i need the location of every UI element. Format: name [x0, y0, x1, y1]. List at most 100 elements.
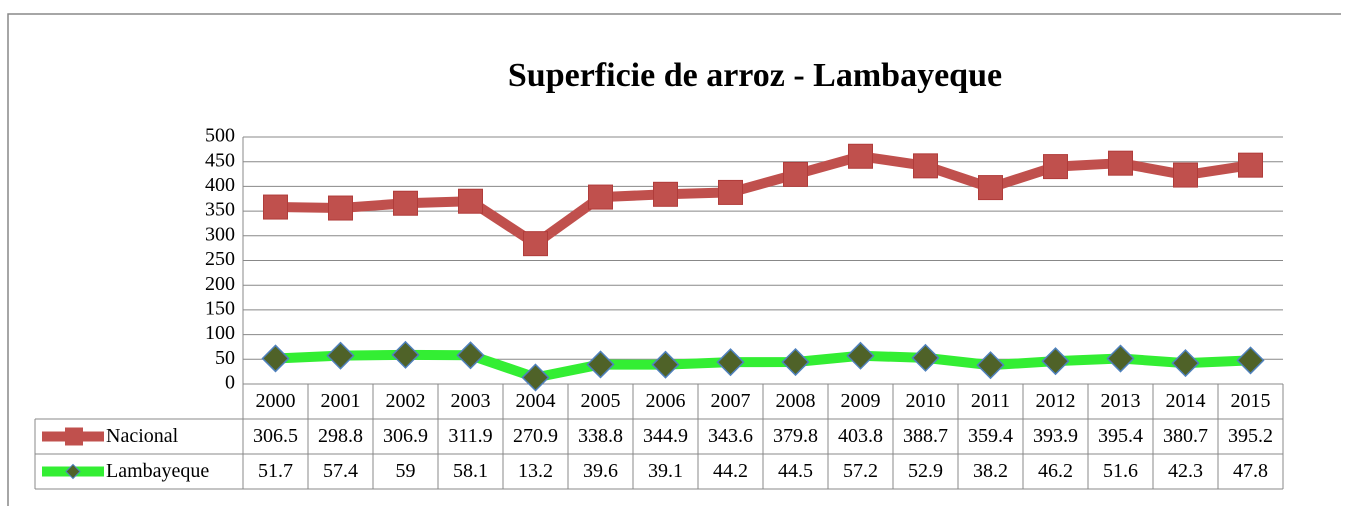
table-value: 52.9	[908, 460, 943, 482]
marker	[263, 194, 288, 220]
x-tick-label: 2003	[451, 390, 491, 412]
chart-title: Superficie de arroz - Lambayeque	[508, 57, 1002, 94]
marker	[1043, 154, 1068, 180]
x-tick-label: 2002	[386, 390, 426, 412]
table-value: 57.4	[323, 460, 358, 482]
table-value: 344.9	[643, 425, 688, 447]
marker	[523, 231, 548, 257]
marker	[328, 195, 353, 221]
table-value: 338.8	[578, 425, 623, 447]
y-tick-label: 500	[205, 125, 235, 147]
table-value: 13.2	[518, 460, 553, 482]
marker	[848, 143, 873, 169]
legend-label: Lambayeque	[106, 460, 209, 482]
table-value: 39.1	[648, 460, 683, 482]
marker	[913, 153, 938, 179]
legend-marker	[65, 427, 83, 446]
chart-border	[7, 13, 1341, 506]
x-tick-label: 2011	[971, 390, 1010, 412]
table-value: 59	[396, 460, 416, 482]
table-value: 306.9	[383, 425, 428, 447]
table-value: 51.6	[1103, 460, 1138, 482]
marker	[1106, 344, 1135, 373]
marker	[718, 179, 743, 205]
table-value: 393.9	[1033, 425, 1078, 447]
table-value: 298.8	[318, 425, 363, 447]
marker	[326, 341, 355, 370]
x-tick-label: 2007	[711, 390, 751, 412]
x-tick-label: 2009	[841, 390, 881, 412]
x-tick-label: 2012	[1036, 390, 1076, 412]
table-value: 306.5	[253, 425, 298, 447]
x-tick-label: 2004	[516, 390, 556, 412]
x-tick-label: 2013	[1101, 390, 1141, 412]
table-value: 46.2	[1038, 460, 1073, 482]
marker	[456, 341, 485, 370]
marker	[1108, 150, 1133, 176]
legend-marker	[65, 463, 81, 480]
marker	[1041, 347, 1070, 376]
marker	[911, 343, 940, 372]
y-tick-label: 200	[205, 273, 235, 295]
marker	[261, 344, 290, 373]
marker	[1238, 152, 1263, 178]
marker	[653, 181, 678, 207]
marker	[586, 350, 615, 379]
table-value: 388.7	[903, 425, 948, 447]
y-tick-label: 0	[225, 372, 235, 394]
table-value: 57.2	[843, 460, 878, 482]
marker	[783, 161, 808, 187]
marker	[976, 351, 1005, 380]
table-value: 44.2	[713, 460, 748, 482]
marker	[846, 341, 875, 370]
marker	[1236, 346, 1265, 375]
series-line	[275, 151, 1252, 249]
marker	[588, 184, 613, 210]
table-value: 58.1	[453, 460, 488, 482]
y-tick-label: 400	[205, 174, 235, 196]
x-tick-label: 2005	[581, 390, 621, 412]
marker	[978, 175, 1003, 201]
y-tick-label: 450	[205, 149, 235, 171]
marker	[1171, 349, 1200, 378]
x-tick-label: 2001	[321, 390, 361, 412]
table-value: 395.2	[1228, 425, 1273, 447]
x-tick-label: 2000	[256, 390, 296, 412]
table-value: 395.4	[1098, 425, 1143, 447]
table-value: 51.7	[258, 460, 293, 482]
table-value: 359.4	[968, 425, 1013, 447]
table-value: 311.9	[448, 425, 492, 447]
table-value: 343.6	[708, 425, 753, 447]
marker	[393, 190, 418, 216]
y-tick-label: 250	[205, 248, 235, 270]
marker	[651, 350, 680, 379]
table-value: 403.8	[838, 425, 883, 447]
series-line	[275, 349, 1251, 383]
marker	[1173, 162, 1198, 188]
table-value: 270.9	[513, 425, 558, 447]
table-value: 380.7	[1163, 425, 1208, 447]
y-tick-label: 350	[205, 199, 235, 221]
marker	[391, 340, 420, 369]
marker	[458, 188, 483, 214]
table-value: 44.5	[778, 460, 813, 482]
x-tick-label: 2014	[1166, 390, 1206, 412]
table-value: 38.2	[973, 460, 1008, 482]
y-tick-label: 50	[215, 347, 235, 369]
table-value: 47.8	[1233, 460, 1268, 482]
y-tick-label: 150	[205, 297, 235, 319]
table-value: 379.8	[773, 425, 818, 447]
marker	[781, 347, 810, 377]
marker	[716, 348, 745, 377]
table-value: 39.6	[583, 460, 618, 482]
x-tick-label: 2008	[776, 390, 816, 412]
x-tick-label: 2015	[1231, 390, 1271, 412]
y-tick-label: 100	[205, 322, 235, 344]
y-tick-label: 300	[205, 223, 235, 245]
marker	[521, 363, 550, 392]
x-tick-label: 2006	[646, 390, 686, 412]
x-tick-label: 2010	[906, 390, 946, 412]
table-value: 42.3	[1168, 460, 1203, 482]
legend-label: Nacional	[106, 425, 179, 447]
